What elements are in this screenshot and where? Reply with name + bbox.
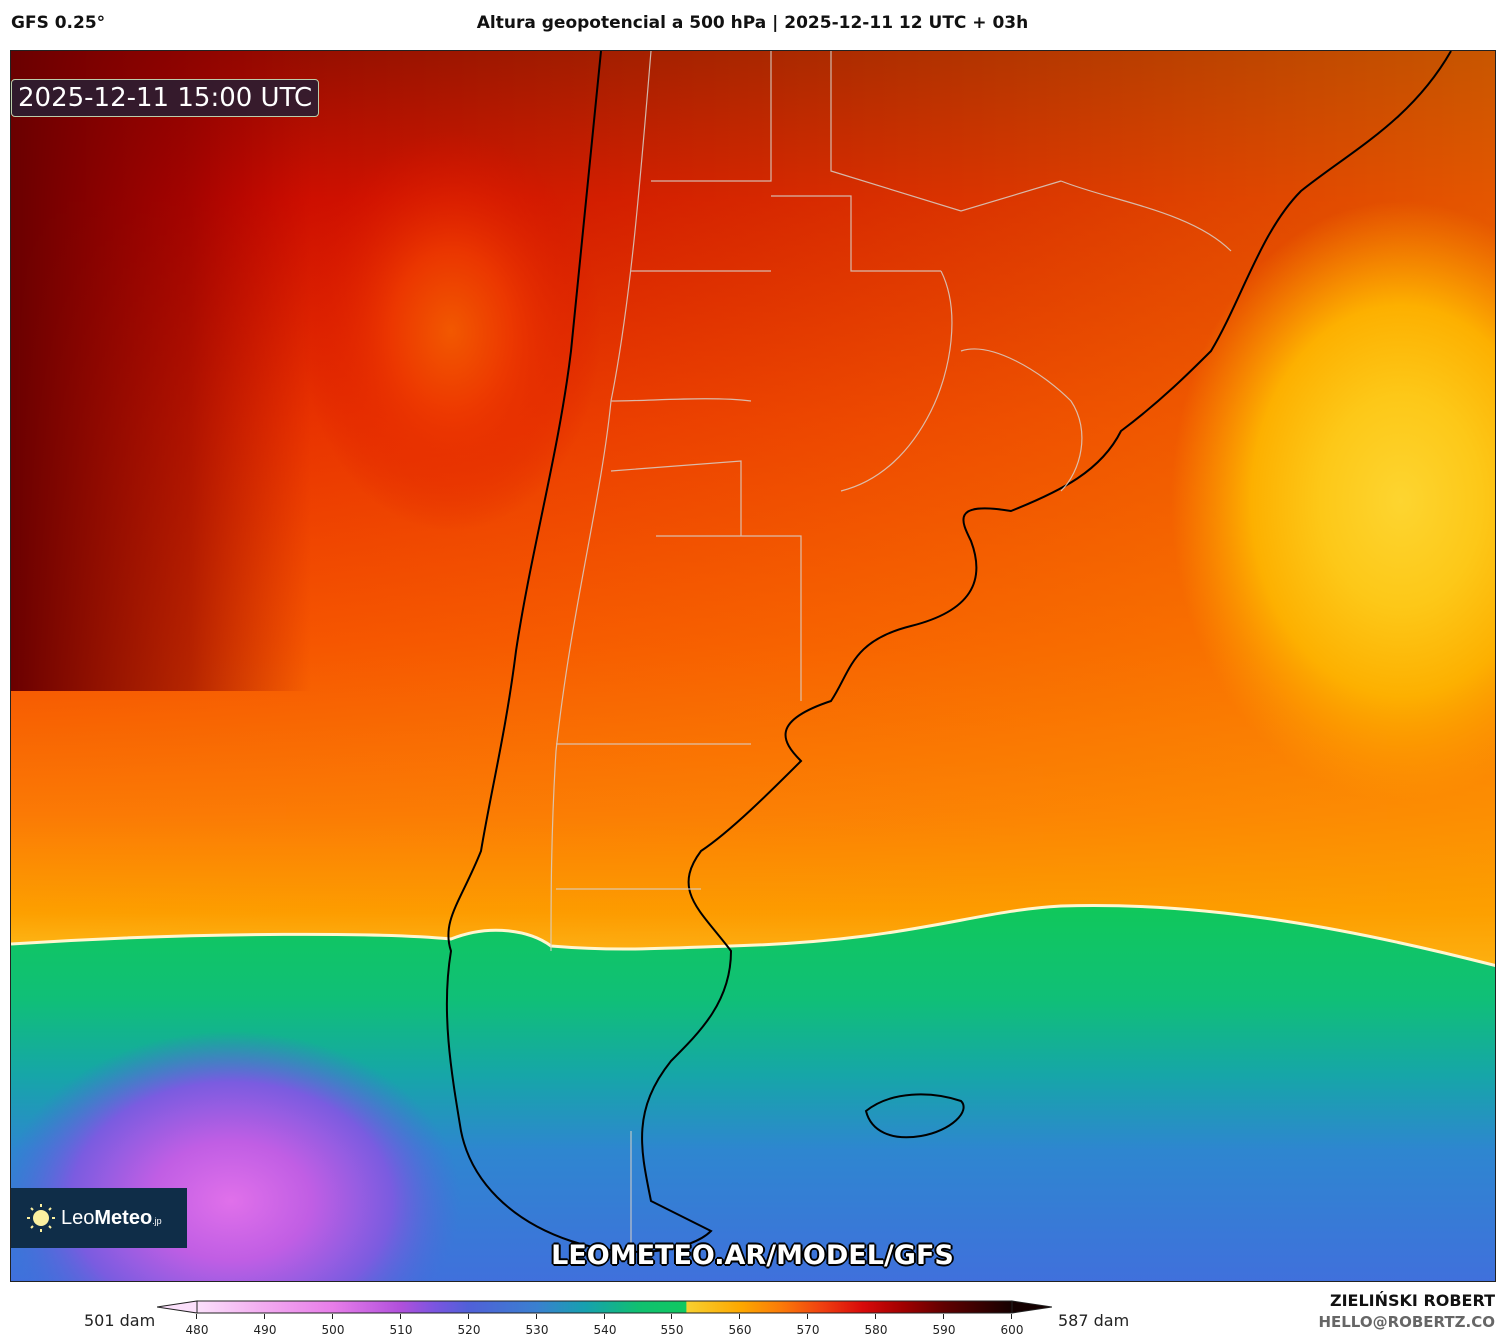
tick: 530 — [517, 1314, 557, 1337]
author-name: ZIELIŃSKI ROBERT — [1329, 1291, 1495, 1310]
tick: 510 — [381, 1314, 421, 1337]
sun-icon — [27, 1204, 55, 1232]
author-email: HELLO@ROBERTZ.CO — [1318, 1313, 1495, 1331]
tick: 580 — [856, 1314, 896, 1337]
tick: 520 — [449, 1314, 489, 1337]
watermark-url: LEOMETEO.AR/MODEL/GFS — [551, 1240, 954, 1271]
colorbar-ticks: 480 490 500 510 520 530 540 550 560 570 … — [157, 1314, 1052, 1338]
tick: 560 — [720, 1314, 760, 1337]
max-value-label: 587 dam — [1058, 1311, 1130, 1330]
logo-text: LeoMeteo.jp — [61, 1206, 162, 1229]
tick: 490 — [245, 1314, 285, 1337]
min-value-label: 501 dam — [84, 1311, 156, 1330]
tick: 600 — [992, 1314, 1032, 1337]
model-label: GFS 0.25° — [11, 13, 106, 33]
tick: 540 — [585, 1314, 625, 1337]
tick: 550 — [652, 1314, 692, 1337]
chart-title: Altura geopotencial a 500 hPa | 2025-12-… — [476, 13, 1029, 33]
height-field — [11, 51, 1495, 1281]
colorbar — [157, 1300, 1052, 1314]
tick: 590 — [924, 1314, 964, 1337]
tick: 500 — [313, 1314, 353, 1337]
leometeo-logo: LeoMeteo.jp — [11, 1188, 187, 1248]
tick: 570 — [788, 1314, 828, 1337]
valid-time-badge: 2025-12-11 15:00 UTC — [11, 79, 320, 117]
tick: 480 — [177, 1314, 217, 1337]
geopotential-map: 2025-12-11 15:00 UTC LeoMeteo.jp — [10, 50, 1496, 1282]
